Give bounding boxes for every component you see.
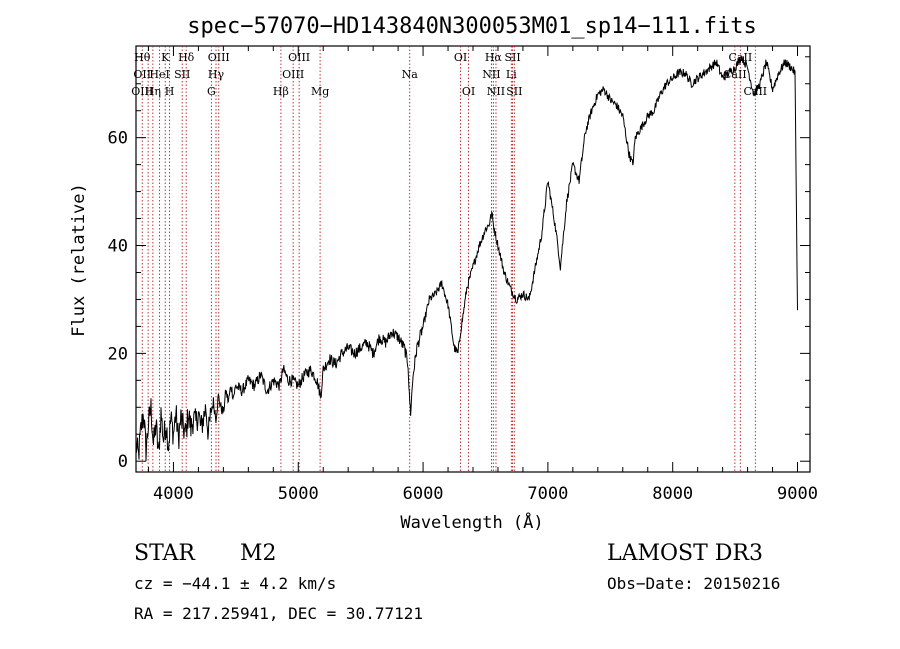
x-tick-label: 7000 <box>527 484 568 504</box>
line-label: H <box>165 85 175 98</box>
line-label: NII <box>487 85 505 98</box>
axis-tick-labels: 4000 5000 6000 7000 8000 9000 0 20 40 60 <box>108 129 818 504</box>
line-label: Hα <box>485 51 503 64</box>
y-tick-label: 40 <box>108 237 128 257</box>
line-label: Hδ <box>178 51 195 64</box>
line-label: OIII <box>282 68 304 81</box>
line-label: OII <box>133 68 151 81</box>
y-tick-label: 60 <box>108 129 128 149</box>
line-label: Hγ <box>208 68 225 81</box>
chart-title: spec−57070−HD143840N300053M01_sp14−111.f… <box>187 14 757 39</box>
object-subclass: M2 <box>240 541 277 566</box>
survey-name: LAMOST DR3 <box>607 541 763 566</box>
spectral-line-labels: HθOIIOIIIHηHeIKHSIIHδGHγOIIIHβOIIIOIIIMg… <box>131 51 767 98</box>
line-label: SII <box>174 68 190 81</box>
y-axis-label: Flux (relative) <box>69 183 89 337</box>
line-label: OI <box>462 85 475 98</box>
y-tick-label: 0 <box>118 452 128 472</box>
ra-dec: RA = 217.25941, DEC = 30.77121 <box>134 604 423 623</box>
line-label: SII <box>506 85 522 98</box>
plot-frame <box>135 45 811 473</box>
x-tick-label: 4000 <box>153 484 194 504</box>
y-tick-label: 20 <box>108 344 128 364</box>
spectrum-series-line <box>135 56 798 462</box>
line-label: Hη <box>145 85 161 98</box>
x-axis-label: Wavelength (Å) <box>400 511 543 533</box>
line-label: OI <box>454 51 467 64</box>
line-label: OIII <box>208 51 230 64</box>
line-label: Hβ <box>273 85 289 98</box>
line-label: Mg <box>311 85 329 98</box>
redshift-cz: cz = −44.1 ± 4.2 km/s <box>134 574 336 593</box>
x-tick-label: 8000 <box>652 484 693 504</box>
object-class: STAR <box>134 541 196 566</box>
line-label: Na <box>402 68 419 81</box>
x-tick-label: 5000 <box>278 484 319 504</box>
spectral-line-markers <box>141 46 756 472</box>
line-label: OIII <box>288 51 310 64</box>
line-label: Hθ <box>134 51 151 64</box>
line-label: K <box>161 51 170 64</box>
line-label: HeI <box>149 68 169 81</box>
x-tick-label: 6000 <box>403 484 444 504</box>
x-tick-label: 9000 <box>777 484 818 504</box>
line-label: SII <box>504 51 520 64</box>
line-label: NII <box>482 68 500 81</box>
line-label: G <box>207 85 216 98</box>
line-label: OIII <box>131 85 153 98</box>
observation-date: Obs−Date: 20150216 <box>607 574 780 593</box>
line-label: Li <box>506 68 517 81</box>
axis-ticks <box>136 46 810 472</box>
